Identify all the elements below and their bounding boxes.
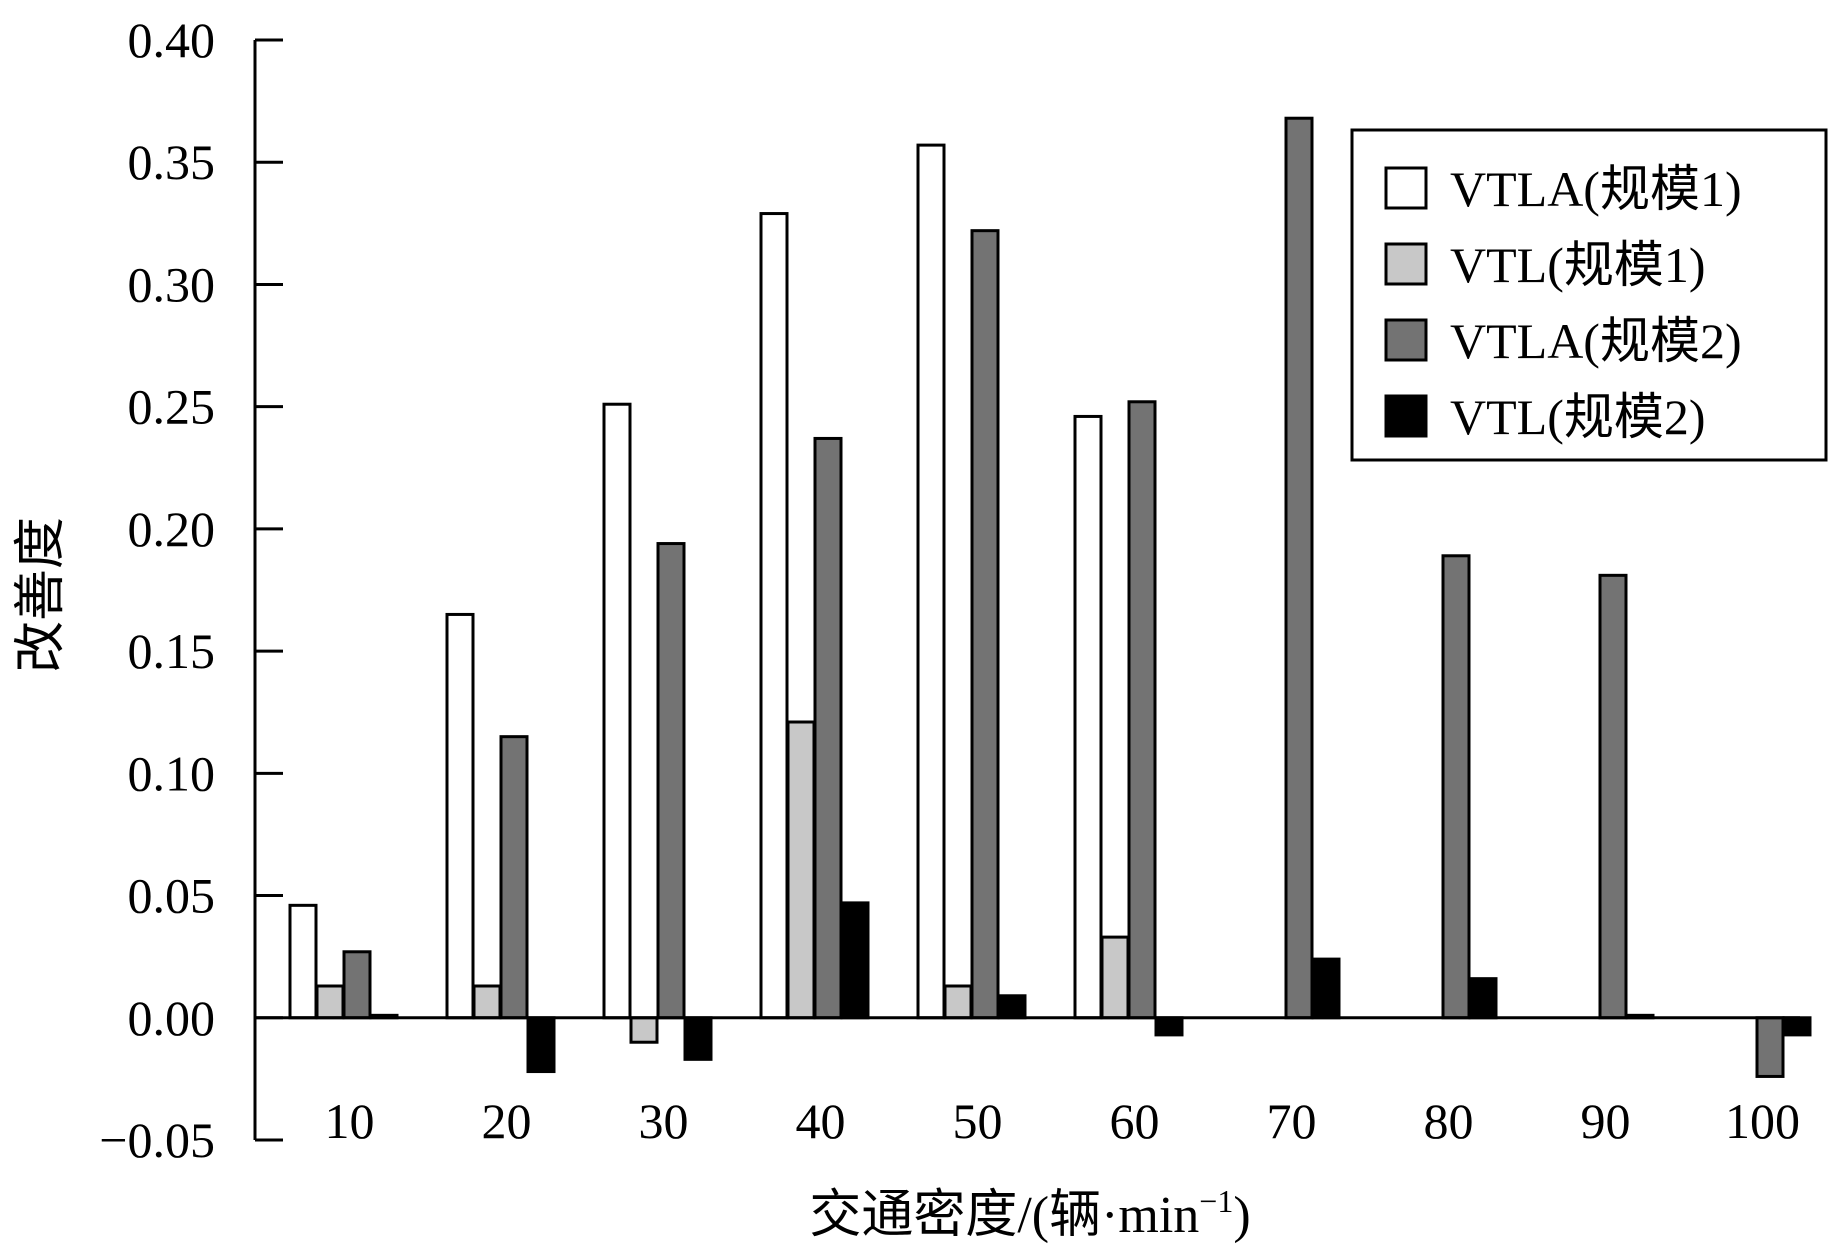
x-tick-label: 90: [1581, 1093, 1631, 1149]
x-tick-label: 40: [796, 1093, 846, 1149]
bars-layer: [288, 116, 1812, 1078]
x-axis-label-close: ): [1233, 1187, 1250, 1244]
y-tick-label: 0.10: [128, 745, 216, 801]
y-tick-label: 0.35: [128, 134, 216, 190]
bar: [1073, 414, 1103, 1020]
bar: [943, 984, 973, 1020]
bar: [526, 1016, 556, 1074]
y-tick-label: 0.00: [128, 990, 216, 1046]
bar: [786, 720, 816, 1020]
x-tick-label: 80: [1424, 1093, 1474, 1149]
y-axis-ticks: −0.05 0.00 0.05 0.10 0.15 0.20 0.25 0.30 0.35 0.4…: [99, 12, 283, 1168]
bar: [499, 735, 529, 1020]
bar: [1468, 977, 1498, 1020]
x-tick-label: 20: [482, 1093, 532, 1149]
legend-items: VTLA(规模1) VTL(规模1) VTLA(规模2) VTL(规模2): [1384, 161, 1742, 445]
legend-swatch: [1384, 318, 1428, 362]
x-tick-label: 50: [953, 1093, 1003, 1149]
x-tick-label: 10: [325, 1093, 375, 1149]
legend-swatch: [1384, 394, 1428, 438]
y-tick-label: 0.30: [128, 256, 216, 312]
bar: [970, 229, 1000, 1020]
legend-label: VTL(规模1): [1450, 237, 1706, 293]
bar: [629, 1016, 659, 1044]
y-tick-label: 0.25: [128, 379, 216, 435]
y-tick-label: 0.15: [128, 623, 216, 679]
bar: [1441, 554, 1471, 1020]
bar: [1755, 1016, 1785, 1078]
bar: [759, 212, 789, 1020]
bar: [315, 984, 345, 1020]
bar: [683, 1016, 713, 1061]
x-tick-label: 60: [1110, 1093, 1160, 1149]
bar: [472, 984, 502, 1020]
bar: [1311, 957, 1341, 1020]
bar: [1598, 573, 1628, 1020]
bar: [1284, 116, 1314, 1020]
legend-label: VTLA(规模1): [1450, 161, 1742, 217]
bar: [602, 402, 632, 1020]
y-tick-label: −0.05: [99, 1112, 215, 1168]
bar: [445, 612, 475, 1020]
legend: VTLA(规模1) VTL(规模1) VTLA(规模2) VTL(规模2): [1350, 128, 1828, 462]
y-tick-label: 0.40: [128, 12, 216, 68]
bar: [813, 436, 843, 1020]
legend-swatch: [1384, 242, 1428, 286]
bar: [916, 143, 946, 1020]
x-axis-label-main: 交通密度/(辆·min: [809, 1187, 1199, 1244]
x-axis-label: 交通密度/(辆·min−1): [809, 1183, 1250, 1244]
y-tick-label: 0.05: [128, 868, 216, 924]
legend-label: VTLA(规模2): [1450, 313, 1742, 369]
x-axis-tick-labels: 10 20 30 40 50 60 70 80 90 100: [325, 1093, 1801, 1149]
legend-label: VTL(规模2): [1450, 389, 1706, 445]
y-tick-label: 0.20: [128, 501, 216, 557]
bar: [1127, 400, 1157, 1020]
bar: [342, 950, 372, 1020]
bar: [1154, 1016, 1184, 1037]
bar: [656, 542, 686, 1020]
x-tick-label: 70: [1267, 1093, 1317, 1149]
legend-swatch: [1384, 166, 1428, 210]
bar: [288, 903, 318, 1020]
bar: [840, 901, 870, 1020]
x-tick-label: 30: [639, 1093, 689, 1149]
x-axis-label-superscript: −1: [1199, 1183, 1233, 1219]
y-axis-label: 改善度: [13, 517, 70, 673]
bar: [1100, 935, 1130, 1020]
x-tick-label: 100: [1725, 1093, 1800, 1149]
bar: [1782, 1016, 1812, 1037]
bar: [997, 994, 1027, 1020]
legend-box: [1350, 128, 1828, 462]
